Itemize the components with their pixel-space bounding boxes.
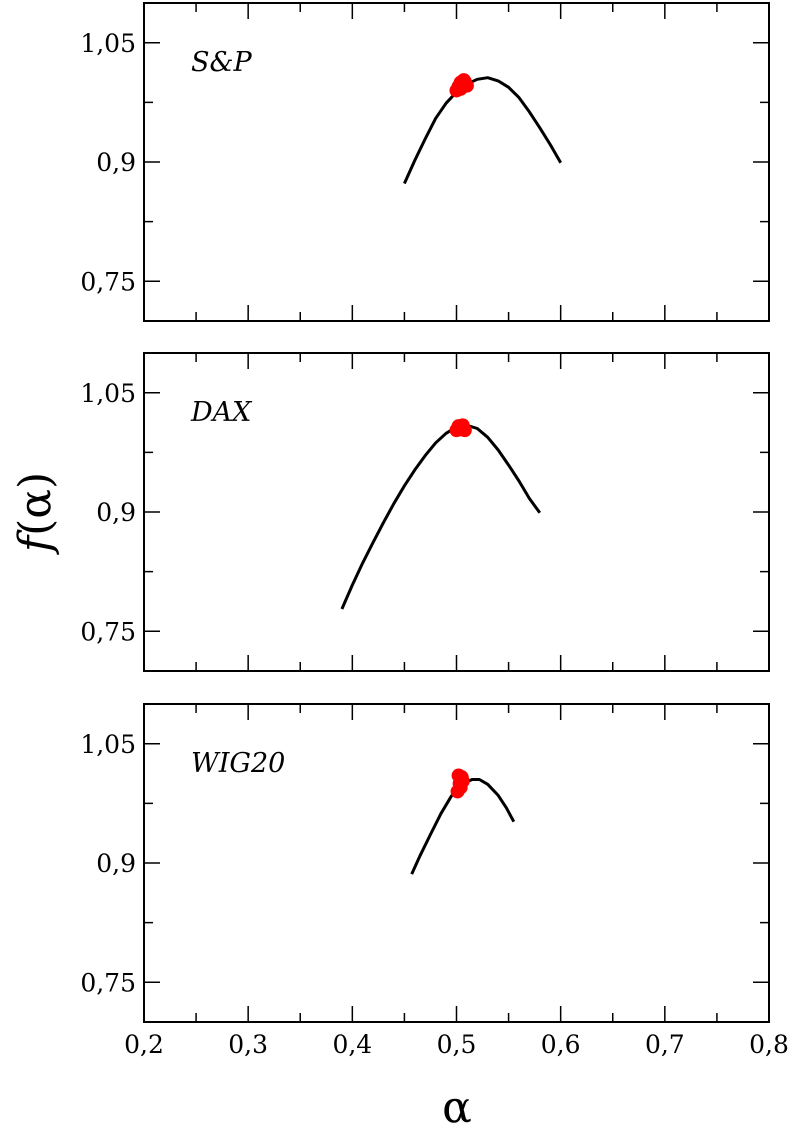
spectrum-curve: [340, 423, 542, 610]
y-tick-label: 0,9: [96, 849, 136, 878]
data-point: [456, 73, 471, 88]
x-axis-title: α: [442, 1082, 472, 1129]
data-point: [452, 420, 467, 435]
spectrum-curve: [403, 76, 563, 185]
x-tick-label: 0,8: [749, 1030, 789, 1059]
chart-panel-1: 0,75 0,9 1,05 S&P: [80, 2, 770, 322]
y-tick-label: 1,05: [80, 29, 136, 58]
chart-panel-2: 0,75 0,9 1,05 DAX: [80, 352, 770, 672]
x-tick-label: 0,3: [228, 1030, 268, 1059]
x-tick-label: 0,5: [437, 1030, 477, 1059]
chart-panel-3: 0,2 0,3 0,4 0,5 0,6 0,7 0,8 0,75 0,9 1,05 WIG20: [80, 703, 789, 1059]
data-point: [455, 774, 470, 789]
y-tick-label: 0,9: [96, 148, 136, 177]
y-axis-title-argument: (α): [10, 472, 61, 536]
panel-label: DAX: [190, 397, 253, 428]
panel-label: S&P: [191, 47, 253, 78]
y-tick-label: 0,75: [80, 968, 136, 997]
x-tick-label: 0,2: [124, 1030, 164, 1059]
y-tick-label: 1,05: [80, 379, 136, 408]
panel-label: WIG20: [191, 748, 285, 779]
x-tick-label: 0,6: [541, 1030, 581, 1059]
y-tick-label: 0,75: [80, 617, 136, 646]
chart-panels: 0,75 0,9 1,05 S&P 0,75 0,9 1,05 DAX 0,2 0,3 0,4 0,5…: [80, 2, 789, 1059]
y-tick-label: 1,05: [80, 730, 136, 759]
y-tick-label: 0,75: [80, 267, 136, 296]
y-tick-label: 0,9: [96, 498, 136, 527]
y-axis-title: f(α): [10, 472, 61, 555]
x-tick-label: 0,4: [332, 1030, 372, 1059]
x-tick-label: 0,7: [645, 1030, 685, 1059]
